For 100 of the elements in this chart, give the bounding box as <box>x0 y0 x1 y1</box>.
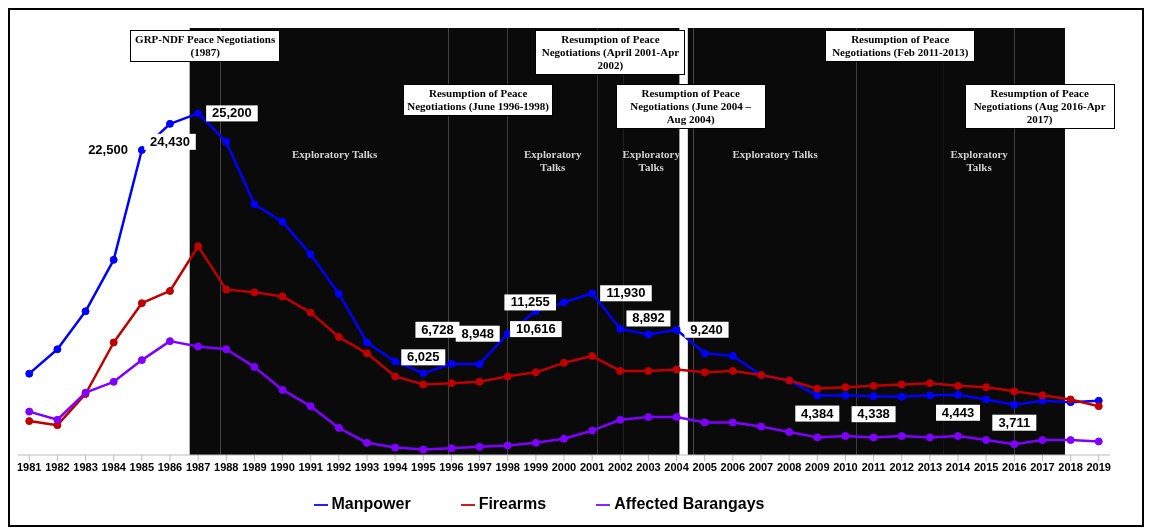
x-tick-label: 2010 <box>833 460 858 473</box>
point <box>869 392 878 401</box>
point <box>560 358 568 367</box>
point <box>447 444 456 453</box>
point <box>391 372 400 381</box>
point <box>588 426 597 435</box>
point <box>925 433 934 442</box>
x-tick-label: 1988 <box>214 460 239 473</box>
point <box>813 433 822 442</box>
point <box>391 357 400 366</box>
point <box>334 423 343 432</box>
point <box>81 307 90 316</box>
point <box>419 369 428 378</box>
point <box>109 255 118 264</box>
point <box>447 379 456 388</box>
point <box>644 330 653 339</box>
point <box>475 377 484 386</box>
x-tick-label: 1983 <box>73 460 98 473</box>
data-label: 24,430 <box>150 133 190 149</box>
point <box>588 352 597 361</box>
point <box>728 352 737 361</box>
point <box>616 415 625 424</box>
point <box>419 445 428 454</box>
point <box>391 443 400 452</box>
point <box>1038 436 1047 445</box>
x-tick-label: 2000 <box>551 460 577 473</box>
point <box>560 298 568 307</box>
point <box>954 381 963 390</box>
x-tick-label: 1998 <box>495 460 520 473</box>
data-label: 8,948 <box>461 325 494 341</box>
data-label: 6,025 <box>407 349 440 365</box>
band-label: Resumption of Peace Negotiations (April 2001-Apr 2002) <box>535 30 686 75</box>
x-tick-label: 2006 <box>720 460 746 473</box>
point <box>644 366 653 375</box>
point <box>278 385 287 394</box>
band-label: Exploratory Talks <box>290 147 379 162</box>
point <box>53 345 62 354</box>
point <box>531 438 540 447</box>
x-tick-label: 1986 <box>157 460 183 473</box>
point <box>982 383 991 392</box>
point <box>25 407 34 416</box>
x-tick-label: 2019 <box>1086 460 1111 473</box>
data-label: 4,338 <box>857 406 890 422</box>
point <box>1010 440 1019 449</box>
point <box>137 299 146 308</box>
point <box>306 308 315 317</box>
point <box>447 359 456 368</box>
point <box>897 392 906 401</box>
band-label: GRP-NDF Peace Negotiations (1987) <box>130 30 281 62</box>
band-label: Resumption of Peace Negotiations (Feb 2011-2013) <box>825 30 976 62</box>
point <box>194 342 203 351</box>
point <box>1010 400 1019 409</box>
point <box>813 384 822 393</box>
x-tick-label: 1999 <box>523 460 549 473</box>
data-label: 4,443 <box>941 404 975 420</box>
point <box>616 366 625 375</box>
point <box>925 379 934 388</box>
point <box>503 372 512 381</box>
x-tick-label: 2016 <box>1002 460 1027 473</box>
band-label: Exploratory Talks <box>523 147 583 175</box>
data-label: 11,255 <box>510 294 550 310</box>
x-tick-label: 1993 <box>354 460 380 473</box>
band-label: Resumption of Peace Negotiations (Aug 2016-Apr 2017) <box>964 84 1115 129</box>
data-label: 9,240 <box>690 321 723 337</box>
data-label: 6,728 <box>421 321 454 337</box>
point <box>194 109 203 118</box>
point <box>672 413 681 422</box>
point <box>785 427 794 436</box>
x-tick-label: 1991 <box>298 460 323 473</box>
point <box>644 413 653 422</box>
point <box>250 362 259 371</box>
point <box>475 442 484 451</box>
x-tick-label: 1994 <box>382 460 409 473</box>
x-tick-label: 1981 <box>17 460 42 473</box>
point <box>897 380 906 389</box>
point <box>334 289 343 298</box>
point <box>616 324 625 333</box>
point <box>194 242 203 251</box>
point <box>954 390 963 399</box>
x-tick-label: 2007 <box>748 460 774 473</box>
data-label: 22,500 <box>88 142 128 157</box>
point <box>1038 391 1047 400</box>
data-label: 4,384 <box>801 405 835 421</box>
x-tick-label: 2013 <box>917 460 943 473</box>
point <box>419 380 428 389</box>
x-tick-label: 1984 <box>101 460 127 473</box>
x-tick-label: 2009 <box>805 460 830 473</box>
point <box>278 217 287 226</box>
point <box>334 333 343 342</box>
x-tick-label: 2017 <box>1030 460 1055 473</box>
point <box>1010 387 1019 396</box>
x-tick-label: 1985 <box>129 460 155 473</box>
point <box>757 422 766 431</box>
x-tick-label: 1989 <box>242 460 267 473</box>
x-tick-label: 2008 <box>776 460 802 473</box>
point <box>278 292 287 301</box>
x-tick-label: 2014 <box>945 460 972 473</box>
point <box>841 391 850 400</box>
point <box>475 360 484 369</box>
point <box>897 432 906 441</box>
